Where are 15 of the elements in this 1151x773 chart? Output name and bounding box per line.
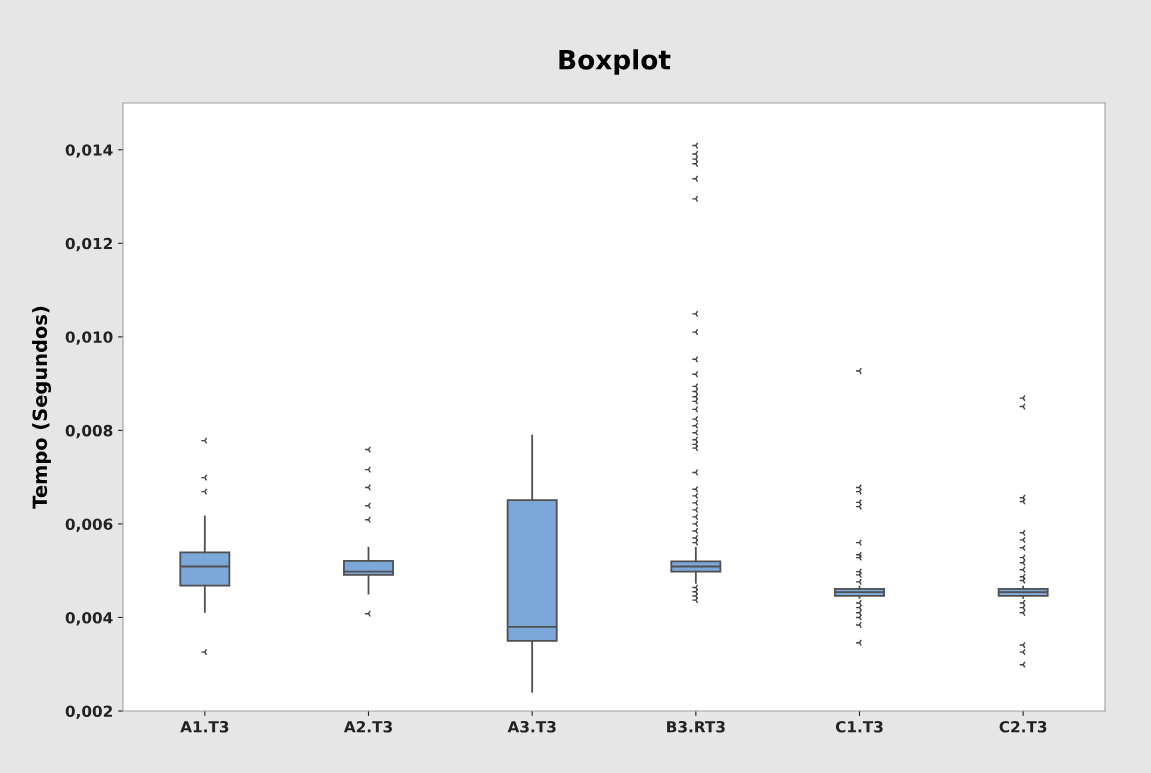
x-tick-label: C2.T3 xyxy=(999,720,1047,733)
y-tick-label: 0,014 xyxy=(65,144,113,158)
x-tick-label: C1.T3 xyxy=(835,720,883,733)
y-tick-label: 0,004 xyxy=(65,611,113,626)
x-tick-label: B3.RT3 xyxy=(667,720,725,733)
x-tick-label: A3.T3 xyxy=(507,720,556,733)
y-tick-label: 0,012 xyxy=(65,237,112,252)
y-tick-label: 0,008 xyxy=(65,424,113,439)
x-tick-label: A2.T3 xyxy=(343,720,392,733)
y-axis-title: Tempo (Segundos) xyxy=(32,306,52,509)
x-tick-label: A1.T3 xyxy=(180,720,229,733)
y-tick-label: 0,006 xyxy=(65,518,113,532)
y-tick-label: 0,002 xyxy=(65,705,112,719)
y-tick-label: 0,010 xyxy=(65,331,113,345)
chart-title: Boxplot xyxy=(559,49,671,75)
